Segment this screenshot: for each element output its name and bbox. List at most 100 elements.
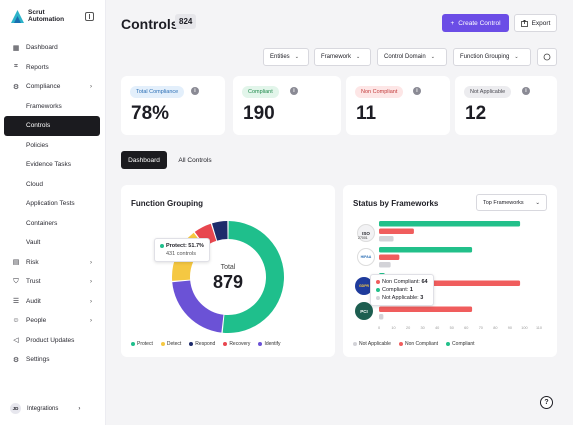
- legend-dot: [398, 342, 403, 346]
- donut-tooltip: Protect: 51.7% 431 controls: [154, 238, 210, 262]
- bar-not-applicable[interactable]: [379, 236, 394, 242]
- info-icon[interactable]: i: [290, 87, 298, 95]
- gdpr-logo-icon: GDPR: [355, 277, 373, 295]
- filter-label: Framework: [321, 54, 352, 60]
- legend-label: Protect: [137, 341, 153, 347]
- tab-dashboard[interactable]: Dashboard: [121, 151, 167, 169]
- pci-logo-text: PCI: [360, 308, 368, 314]
- sidebar-item-application-tests[interactable]: Application Tests: [0, 194, 106, 214]
- protect-dot: [160, 243, 164, 248]
- bar-compliant[interactable]: [379, 221, 521, 227]
- compliance-icon: ⚙: [12, 83, 20, 91]
- sidebar-item-compliance[interactable]: ⚙ Compliance ›: [0, 77, 106, 97]
- stat-value: 12: [465, 103, 487, 124]
- function-grouping-filter[interactable]: Function Grouping ⌄: [453, 48, 531, 66]
- legend-item-recovery[interactable]: Recovery: [223, 341, 250, 347]
- legend-item-non-compliant[interactable]: Non Compliant: [398, 341, 438, 347]
- legend-label: Not Applicable: [359, 341, 391, 347]
- sidebar-item-trust[interactable]: ⛉ Trust ›: [0, 272, 106, 292]
- sidebar-item-label: People: [26, 317, 47, 325]
- control-domain-filter[interactable]: Control Domain ⌄: [377, 48, 447, 66]
- legend-item-identify[interactable]: Identify: [258, 341, 281, 347]
- sidebar-item-risk[interactable]: ▤ Risk ›: [0, 253, 106, 273]
- gdpr-logo-text: GDPR: [358, 284, 370, 288]
- help-button[interactable]: ?: [540, 396, 553, 409]
- sidebar-item-label: Cloud: [26, 180, 43, 188]
- legend-item-not-applicable[interactable]: Not Applicable: [353, 341, 391, 347]
- create-control-label: Create Control: [458, 19, 501, 27]
- stat-card-not-applicable: Not Applicable i 12: [455, 76, 557, 135]
- bar-non-compliant[interactable]: [379, 306, 473, 313]
- iso-caption: 27001: [358, 236, 368, 240]
- bar-non-compliant[interactable]: [379, 228, 414, 235]
- audit-icon: ☰: [12, 298, 20, 306]
- sidebar-item-reports[interactable]: ⌗ Reports: [0, 58, 106, 78]
- stat-label: Total Compliance: [130, 86, 185, 98]
- legend-item-detect[interactable]: Detect: [160, 341, 181, 347]
- stat-card-compliant: Compliant i 190: [233, 76, 341, 135]
- user-menu[interactable]: JD Integrations ›: [10, 403, 80, 414]
- chevron-right-icon: ›: [90, 259, 92, 266]
- refresh-icon: [543, 53, 551, 61]
- legend-label: Identify: [264, 341, 281, 347]
- info-icon[interactable]: i: [413, 87, 421, 95]
- legend-item-protect[interactable]: Protect: [131, 341, 153, 347]
- bar-non-compliant[interactable]: [379, 254, 400, 261]
- entities-filter[interactable]: Entities ⌄: [263, 48, 309, 66]
- function-grouping-panel: Function Grouping Total 879 Protect: 51.…: [121, 185, 335, 357]
- function-grouping-donut-chart: Total 879: [172, 221, 284, 333]
- stat-label: Non Compliant: [355, 86, 404, 98]
- chevron-right-icon: ›: [90, 318, 92, 324]
- bar-not-applicable[interactable]: [379, 262, 391, 268]
- sidebar-item-vault[interactable]: Vault: [0, 233, 106, 253]
- sidebar-item-people[interactable]: ☺ People ›: [0, 311, 106, 331]
- avatar: JD: [10, 403, 21, 414]
- sidebar-item-evidence-tasks[interactable]: Evidence Tasks: [0, 155, 106, 175]
- risk-icon: ▤: [12, 259, 20, 267]
- bar-compliant[interactable]: [379, 247, 473, 253]
- brand[interactable]: Scrut Automation: [11, 9, 64, 23]
- donut-slice-respond[interactable]: [212, 221, 228, 241]
- donut-slice-protect[interactable]: [222, 221, 284, 333]
- panel-title: Status by Frameworks: [353, 199, 439, 208]
- x-tick-label: 100: [521, 326, 527, 330]
- donut-slice-recovery[interactable]: [194, 223, 217, 247]
- info-icon[interactable]: i: [522, 87, 530, 95]
- tab-all-controls[interactable]: All Controls: [178, 156, 212, 164]
- export-button[interactable]: Export: [514, 14, 557, 32]
- create-control-button[interactable]: + Create Control: [442, 14, 509, 32]
- sidebar-collapse-icon[interactable]: [85, 12, 94, 21]
- non-compliant-dot: [376, 279, 380, 284]
- sidebar-item-dashboard[interactable]: ▦ Dashboard: [0, 38, 106, 58]
- sidebar-item-controls[interactable]: Controls: [4, 116, 100, 136]
- framework-filter[interactable]: Framework ⌄: [314, 48, 371, 66]
- donut-slice-identify[interactable]: [172, 280, 224, 333]
- legend-item-respond[interactable]: Respond: [189, 341, 215, 347]
- tooltip-non-compliant-label: Non Compliant:: [382, 279, 420, 285]
- bar-not-applicable[interactable]: [379, 314, 384, 320]
- refresh-button[interactable]: [537, 48, 557, 66]
- legend-dot: [258, 342, 263, 346]
- chevron-right-icon: ›: [90, 279, 92, 285]
- info-icon[interactable]: i: [191, 87, 199, 95]
- chevron-right-icon: ›: [90, 84, 92, 90]
- bar-legend: Not Applicable Non Compliant Compliant: [353, 341, 475, 347]
- legend-dot: [131, 342, 135, 346]
- plus-icon: +: [450, 19, 455, 27]
- sidebar-item-cloud[interactable]: Cloud: [0, 175, 106, 195]
- chevron-down-icon: ⌄: [514, 54, 519, 60]
- sidebar-item-settings[interactable]: ⚙ Settings: [0, 350, 106, 370]
- tooltip-non-compliant-value: 64: [421, 279, 428, 285]
- stat-card-total-compliance: Total Compliance i 78%: [121, 76, 225, 135]
- megaphone-icon: ◁: [13, 337, 19, 345]
- legend-label: Compliant: [452, 341, 475, 347]
- sidebar-item-audit[interactable]: ☰ Audit ›: [0, 292, 106, 312]
- legend-dot: [160, 342, 165, 346]
- top-frameworks-dropdown[interactable]: Top Frameworks ⌄: [476, 194, 547, 211]
- legend-item-compliant[interactable]: Compliant: [446, 341, 475, 347]
- sidebar-item-frameworks[interactable]: Frameworks: [0, 97, 106, 117]
- sidebar-item-product-updates[interactable]: ◁ Product Updates: [0, 331, 106, 351]
- legend-dot: [353, 342, 357, 346]
- sidebar-item-policies[interactable]: Policies: [0, 136, 106, 156]
- sidebar-item-containers[interactable]: Containers: [0, 214, 106, 234]
